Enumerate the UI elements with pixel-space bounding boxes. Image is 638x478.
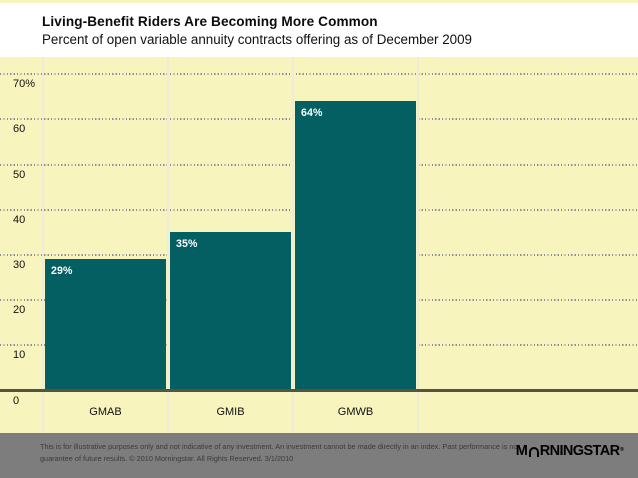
category-label-GMWB: GMWB: [337, 406, 374, 418]
logo-letters-rest: RNINGSTAR: [539, 443, 620, 459]
y-tick-label: 40: [13, 213, 26, 226]
registered-trademark-symbol: ®: [619, 447, 624, 453]
y-tick-label: 60: [13, 123, 26, 136]
column-separator-line: [292, 57, 294, 433]
chart-header: Living-Benefit Riders Are Becoming More …: [0, 3, 638, 57]
chart-subtitle: Percent of open variable annuity contrac…: [42, 32, 472, 47]
top-border-strip: [0, 0, 638, 3]
disclaimer-line-2: guarantee of future results. © 2010 Morn…: [40, 453, 294, 463]
category-label-GMIB: GMIB: [216, 406, 245, 418]
y-tick-label: 70%: [13, 78, 36, 91]
column-separator-line: [417, 57, 419, 433]
morningstar-arc-icon: [528, 446, 539, 457]
y-tick-label: 30: [13, 258, 26, 271]
y-tick-label: 20: [13, 304, 26, 317]
bar-value-label: 64%: [301, 107, 323, 120]
y-tick-label: 50: [13, 168, 26, 181]
chart-title: Living-Benefit Riders Are Becoming More …: [42, 14, 378, 29]
bar-value-label: 29%: [51, 265, 73, 278]
x-axis-baseline: [0, 389, 638, 392]
gridline-70: [0, 73, 638, 76]
y-tick-label: 0: [13, 394, 20, 407]
column-separator-line: [42, 57, 44, 433]
morningstar-logo: M RNINGSTAR ®: [515, 443, 624, 459]
bar-GMAB: 29%: [45, 259, 166, 391]
bar-value-label: 35%: [176, 238, 198, 251]
disclaimer-line-1: This is for illustrative purposes only a…: [40, 442, 518, 451]
bar-GMWB: 64%: [295, 101, 416, 391]
column-separator-line: [167, 57, 169, 433]
footer: This is for illustrative purposes only a…: [0, 433, 638, 478]
logo-letter-m: M: [515, 443, 528, 459]
chart-area: 70% 60 50 40 30 20 10 0 29% GMAB 35% GMIB 64% GMWB: [0, 57, 638, 433]
bar-GMIB: 35%: [170, 232, 291, 391]
category-label-GMAB: GMAB: [89, 406, 122, 418]
y-tick-label: 10: [13, 349, 26, 362]
disclaimer-text: This is for illustrative purposes only a…: [40, 441, 517, 464]
